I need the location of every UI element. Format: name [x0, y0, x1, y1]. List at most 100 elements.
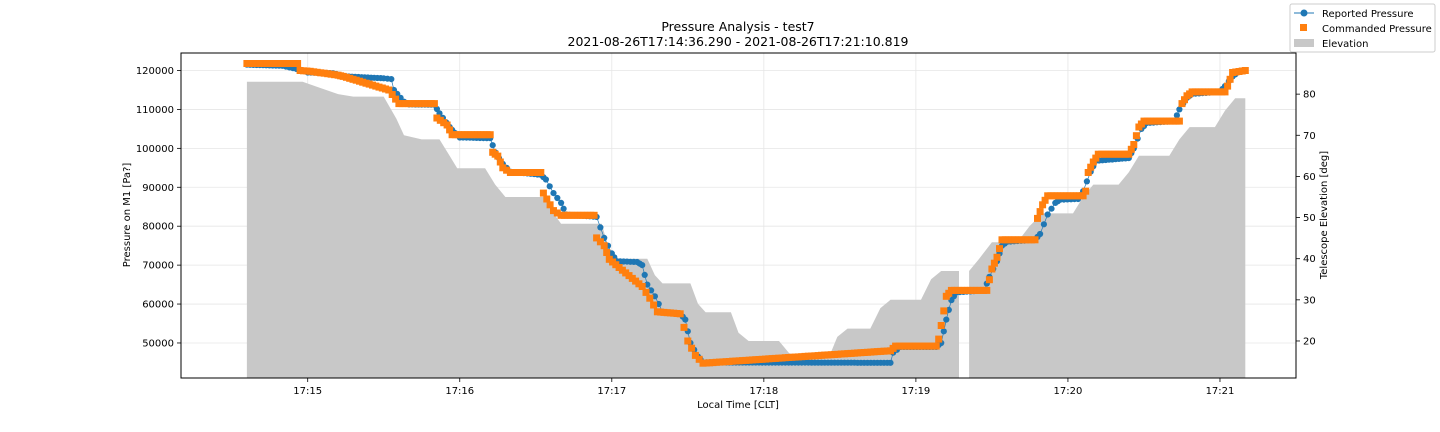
commanded-pressure-point	[985, 276, 993, 284]
legend-box	[1289, 3, 1436, 53]
legend-elevation-label: Elevation	[1322, 39, 1368, 50]
legend-elevation-swatch	[1294, 39, 1314, 47]
y2-tick-label: 50	[1303, 213, 1316, 224]
y-axis-left: 50000 60000 70000 80000 90000 100000 110000 120…	[136, 66, 181, 349]
elevation-area-segment	[246, 81, 960, 379]
y2-tick-label: 40	[1303, 254, 1316, 265]
commanded-pressure-point	[496, 158, 504, 166]
x-tick-label: 17:19	[901, 386, 930, 397]
y-tick-label: 110000	[136, 105, 174, 116]
commanded-pressure-point	[1034, 214, 1041, 222]
commanded-pressure-point	[539, 189, 547, 197]
reported-pressure-point	[546, 183, 553, 190]
commanded-pressure-point	[446, 126, 454, 134]
legend-reported-label: Reported Pressure	[1322, 9, 1414, 20]
commanded-pressure-point	[1041, 196, 1049, 204]
legend-reported-marker	[1300, 9, 1308, 17]
reported-pressure-point	[1048, 205, 1055, 212]
commanded-pressure-point	[684, 337, 692, 345]
commanded-pressure-point	[430, 100, 438, 108]
x-tick-label: 17:18	[749, 386, 778, 397]
legend-commanded-marker	[1300, 24, 1307, 31]
reported-pressure-point	[655, 300, 662, 308]
y-tick-label: 100000	[136, 144, 174, 155]
commanded-pressure-point	[940, 307, 948, 315]
legend: Reported Pressure Commanded Pressure Ele…	[1289, 3, 1436, 53]
x-tick-label: 17:17	[597, 386, 626, 397]
y2-tick-label: 80	[1303, 90, 1316, 101]
reported-pressure-point	[597, 224, 604, 231]
y2-axis-label: Telescope Elevation [deg]	[1319, 151, 1330, 280]
commanded-pressure-point	[650, 301, 658, 309]
elevation-area	[246, 81, 1246, 379]
x-tick-label: 17:21	[1206, 386, 1235, 397]
reported-pressure-point	[1173, 112, 1180, 119]
commanded-pressure-point	[1031, 236, 1039, 244]
commanded-pressure-point	[1181, 96, 1188, 104]
commanded-pressure-point	[1082, 187, 1090, 195]
y-tick-label: 120000	[136, 66, 174, 77]
y2-tick-label: 20	[1303, 336, 1316, 347]
elevation-area-segment	[969, 98, 1246, 379]
x-tick-label: 17:16	[445, 386, 474, 397]
commanded-pressure-point	[1221, 88, 1229, 96]
commanded-pressure-point	[392, 95, 400, 103]
reported-pressure-point	[1040, 221, 1047, 228]
commanded-pressure-point	[503, 166, 511, 174]
commanded-pressure-point	[388, 91, 396, 98]
commanded-pressure-point	[1130, 141, 1138, 148]
y-axis-label: Pressure on M1 [Pa?]	[122, 163, 133, 268]
commanded-pressure-point	[695, 355, 703, 363]
commanded-pressure-point	[688, 344, 696, 352]
y2-tick-label: 60	[1303, 172, 1316, 183]
commanded-pressure-point	[553, 209, 561, 217]
axes-frame	[180, 52, 1297, 379]
reported-pressure-point	[940, 328, 947, 335]
commanded-pressure-point	[590, 211, 598, 219]
commanded-pressure-point	[550, 207, 557, 215]
commanded-pressure-point	[1127, 145, 1135, 153]
commanded-pressure-point	[1175, 117, 1183, 125]
commanded-pressure-point	[1084, 169, 1092, 176]
commanded-pressure-point	[646, 294, 654, 302]
chart-title: Pressure Analysis - test7	[661, 19, 814, 34]
commanded-pressure-point	[600, 242, 608, 250]
reported-pressure-point	[641, 271, 648, 278]
commanded-pressure-point	[1089, 158, 1097, 166]
y-tick-label: 80000	[142, 222, 174, 233]
reported-pressure-point	[1176, 106, 1183, 113]
reported-pressure-point	[943, 316, 950, 323]
commanded-pressure-point	[996, 245, 1003, 253]
x-tick-label: 17:20	[1054, 386, 1083, 397]
commanded-pressure-point	[638, 283, 646, 290]
commanded-pressure-point	[932, 342, 940, 350]
commanded-pressure-point	[1036, 208, 1044, 216]
reported-pressure-point	[682, 316, 689, 323]
reported-pressure-point	[648, 287, 655, 294]
y-tick-label: 50000	[142, 338, 174, 349]
y-tick-label: 70000	[142, 261, 174, 272]
commanded-pressure-point	[680, 323, 688, 331]
reported-pressure-point	[558, 199, 565, 206]
reported-pressure-point	[644, 281, 651, 288]
reported-pressure-point	[388, 76, 395, 83]
y-axis-right: 20 30 40 50 60 70 80	[1296, 90, 1316, 347]
reported-pressure-point	[639, 262, 646, 269]
commanded-pressure-point	[537, 169, 545, 176]
x-axis: 17:15 17:16 17:17 17:18 17:19 17:20 17:21	[293, 378, 1234, 397]
commanded-pressure-point	[937, 322, 945, 329]
chart-subtitle: 2021-08-26T17:14:36.290 - 2021-08-26T17:…	[568, 34, 909, 49]
commanded-pressure-point	[988, 265, 996, 273]
commanded-pressure-point	[1224, 82, 1232, 90]
y-tick-label: 60000	[142, 300, 174, 311]
reported-pressure-point	[1083, 178, 1090, 185]
commanded-pressure-point	[596, 238, 604, 246]
reported-pressure-point	[651, 293, 659, 300]
commanded-pressure-point	[993, 253, 1001, 261]
reported-pressure-point	[550, 190, 557, 197]
y2-tick-label: 70	[1303, 131, 1316, 142]
commanded-pressure-point	[499, 164, 507, 172]
commanded-pressure-point	[1241, 67, 1249, 74]
commanded-pressure-point	[494, 152, 502, 160]
